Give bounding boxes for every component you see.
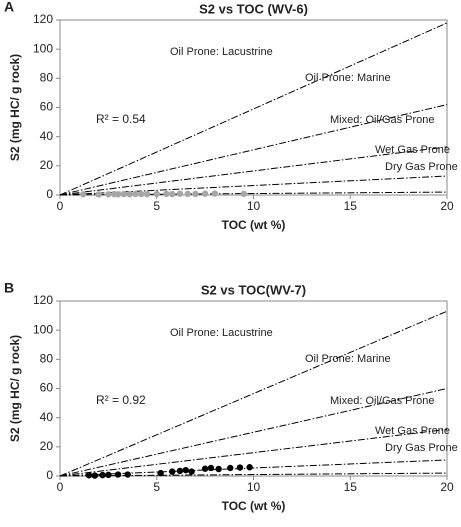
point xyxy=(132,190,139,198)
reference-line xyxy=(59,428,448,477)
x-tick-label: 20 xyxy=(440,480,454,494)
point xyxy=(126,191,133,198)
chart-title: S2 vs TOC (WV-6) xyxy=(199,1,308,16)
point xyxy=(157,469,164,477)
line-label: Oil Prone: Lacustrine xyxy=(170,327,273,339)
reference-line xyxy=(59,388,448,477)
y-axis-label: S2 (mg HC/ g rock) xyxy=(8,54,22,161)
y-tick-label: 60 xyxy=(40,381,54,395)
point xyxy=(114,471,122,478)
point xyxy=(91,472,99,479)
point xyxy=(201,465,209,472)
line-label: Dry Gas Prone xyxy=(385,161,458,173)
point xyxy=(153,190,160,198)
point xyxy=(169,468,176,475)
y-tick-label: 80 xyxy=(40,352,54,366)
line-label: Oil Prone: Lacustrine xyxy=(170,46,273,58)
line-label: Oil Prone: Marine xyxy=(305,353,391,365)
point xyxy=(163,190,170,198)
y-tick-label: 40 xyxy=(40,410,54,424)
y-tick-label: 120 xyxy=(33,293,53,307)
point xyxy=(105,191,112,198)
reference-line xyxy=(59,146,448,196)
x-tick-label: 15 xyxy=(344,199,358,213)
point xyxy=(120,190,128,198)
point xyxy=(169,190,176,198)
y-tick-label: 100 xyxy=(33,41,53,55)
point xyxy=(184,190,191,198)
point xyxy=(114,191,122,198)
point xyxy=(99,471,106,479)
point xyxy=(138,190,145,198)
line-label: Wet Gas Prone xyxy=(375,425,450,437)
reference-line xyxy=(59,22,448,196)
x-axis-label: TOC (wt %) xyxy=(222,218,286,232)
chart-title: S2 vs TOC(WV-7) xyxy=(201,282,306,297)
y-tick-label: 120 xyxy=(33,12,53,26)
r-squared: R² = 0.92 xyxy=(96,393,146,407)
r-squared: R² = 0.54 xyxy=(96,112,146,126)
point xyxy=(240,190,248,198)
point xyxy=(176,190,184,197)
x-tick-label: 0 xyxy=(57,480,64,494)
point xyxy=(105,471,112,479)
y-tick-label: 60 xyxy=(40,100,54,114)
x-tick-label: 20 xyxy=(440,199,454,213)
point xyxy=(182,466,189,474)
line-label: Mixed: Oil/Gas Prone xyxy=(330,114,435,126)
y-tick-label: 0 xyxy=(46,187,53,201)
point xyxy=(207,464,215,472)
point xyxy=(192,190,199,198)
point xyxy=(85,472,93,479)
point xyxy=(124,471,131,478)
point xyxy=(201,190,209,197)
x-tick-label: 10 xyxy=(247,199,261,213)
y-tick-label: 20 xyxy=(40,439,54,453)
line-label: Dry Gas Prone xyxy=(385,442,458,454)
panel-label: B xyxy=(4,280,14,296)
reference-line xyxy=(59,104,448,196)
point xyxy=(80,191,87,198)
reference-line xyxy=(59,472,448,477)
point xyxy=(95,191,102,198)
y-tick-label: 100 xyxy=(33,322,53,336)
panel-label: A xyxy=(4,0,14,15)
reference-line xyxy=(59,459,448,477)
y-tick-label: 0 xyxy=(46,468,53,482)
point xyxy=(236,464,244,471)
line-label: Wet Gas Prone xyxy=(375,144,450,156)
line-label: Mixed: Oil/Gas Prone xyxy=(330,395,435,407)
point xyxy=(143,191,151,198)
x-tick-label: 0 xyxy=(57,199,64,213)
y-tick-label: 20 xyxy=(40,158,54,172)
x-tick-label: 15 xyxy=(344,480,358,494)
point xyxy=(211,190,218,197)
reference-line xyxy=(59,310,448,477)
y-tick-label: 80 xyxy=(40,71,54,85)
line-label: Oil Prone: Marine xyxy=(305,72,391,84)
x-axis-label: TOC (wt %) xyxy=(222,499,286,513)
point xyxy=(227,464,234,472)
point xyxy=(215,465,222,473)
x-tick-label: 5 xyxy=(153,199,160,213)
x-tick-label: 5 xyxy=(153,480,160,494)
point xyxy=(188,468,195,475)
point xyxy=(176,467,184,475)
x-tick-label: 10 xyxy=(247,480,261,494)
y-tick-label: 40 xyxy=(40,129,54,143)
y-axis-label: S2 (mg HC/ g rock) xyxy=(8,335,22,442)
point xyxy=(246,464,253,471)
